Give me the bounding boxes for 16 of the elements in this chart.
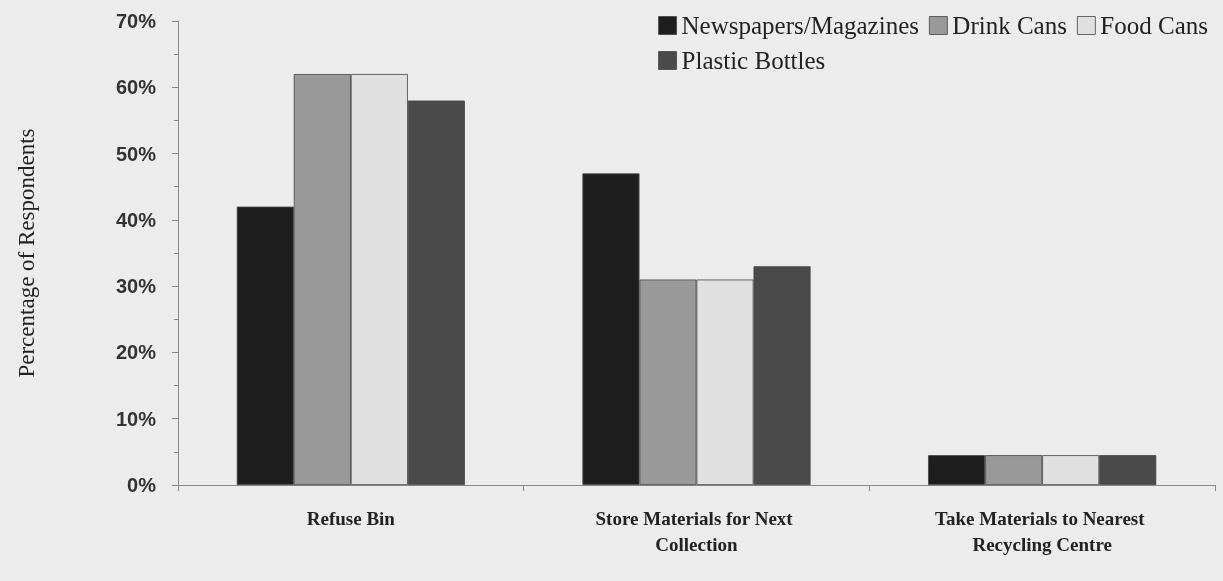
- x-tick-label: Store Materials for Next Collection: [595, 507, 798, 555]
- y-tick-label: 0%: [127, 474, 157, 496]
- y-tick-label: 30%: [115, 275, 157, 298]
- y-tick-label: 60%: [115, 76, 157, 99]
- y-tick-label: 70%: [115, 10, 157, 32]
- legend-label: Drink Cans: [952, 12, 1067, 39]
- y-axis-title: Percentage of Respondents: [14, 128, 39, 378]
- legend-label: Newspapers/Magazines: [681, 12, 919, 39]
- legend-label: Plastic Bottles: [681, 47, 826, 74]
- y-tick-label: 20%: [115, 341, 157, 364]
- x-tick-label: Refuse Bin: [306, 507, 396, 529]
- legend-label: Food Cans: [1100, 12, 1208, 39]
- y-tick-label: 40%: [115, 208, 157, 231]
- y-tick-label: 50%: [115, 142, 157, 165]
- x-tick-label: Take Materials to Nearest Recycling Centre: [935, 507, 1150, 555]
- y-tick-label: 10%: [115, 407, 157, 430]
